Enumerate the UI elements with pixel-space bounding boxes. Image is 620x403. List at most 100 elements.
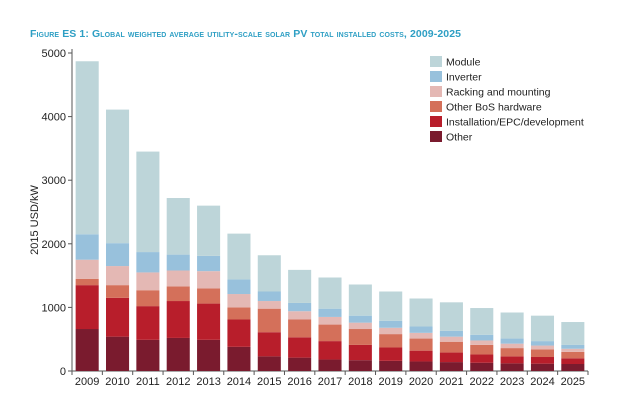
bar-segment-inverter-2016 <box>288 302 312 312</box>
bar-segment-inverter-2011 <box>136 252 160 273</box>
legend-swatch <box>430 116 442 127</box>
bar-segment-module-2009 <box>75 61 99 235</box>
bar-segment-module-2016 <box>288 269 312 303</box>
bar-segment-installation-epc-development-2013 <box>197 303 221 340</box>
legend-swatch <box>430 71 442 82</box>
bar-segment-other-2021 <box>439 362 463 371</box>
bar-segment-inverter-2023 <box>500 338 524 344</box>
bar-segment-other-bos-hardware-2016 <box>288 319 312 338</box>
bar-segment-module-2024 <box>530 315 555 342</box>
bar-segment-module-2023 <box>500 312 524 339</box>
bar-segment-inverter-2013 <box>197 255 221 272</box>
legend-label: Other <box>446 132 473 144</box>
bar-segment-module-2022 <box>470 308 494 335</box>
bar-segment-other-bos-hardware-2014 <box>227 307 251 320</box>
legend-label: Racking and mounting <box>446 87 551 99</box>
legend-label: Inverter <box>446 72 482 84</box>
x-tick-label: 2009 <box>75 376 99 388</box>
x-tick-label: 2020 <box>409 376 433 388</box>
bar-segment-other-bos-hardware-2015 <box>257 308 281 333</box>
legend-swatch <box>430 56 442 67</box>
legend-label: Module <box>446 57 481 69</box>
bars <box>75 61 585 371</box>
bar-segment-module-2014 <box>227 233 251 280</box>
bar-segment-other-bos-hardware-2019 <box>379 334 403 348</box>
legend-swatch <box>430 86 442 97</box>
bar-segment-other-2020 <box>409 361 433 371</box>
axes: 0 1000 2000 3000 4000 5000 2015 USD/kW 2009 2010… <box>29 48 589 388</box>
bar-segment-other-2025 <box>561 364 585 371</box>
bar-segment-racking-and-mounting-2023 <box>500 343 524 349</box>
legend-swatch <box>430 101 442 112</box>
bar-segment-inverter-2025 <box>561 344 585 349</box>
bar-segment-installation-epc-development-2022 <box>470 354 494 363</box>
bar-segment-racking-and-mounting-2014 <box>227 294 251 308</box>
bar-segment-racking-and-mounting-2022 <box>470 340 494 345</box>
bar-segment-other-2018 <box>348 360 372 371</box>
bar-segment-racking-and-mounting-2013 <box>197 271 221 289</box>
x-tick-label: 2017 <box>318 376 342 388</box>
bar-segment-installation-epc-development-2011 <box>136 306 160 340</box>
y-tick-label: 2000 <box>42 239 66 251</box>
bar-segment-installation-epc-development-2021 <box>439 352 463 363</box>
bar-segment-racking-and-mounting-2016 <box>288 311 312 320</box>
bar-segment-other-2010 <box>106 336 130 371</box>
bar-segment-racking-and-mounting-2024 <box>530 345 555 350</box>
bar-segment-racking-and-mounting-2025 <box>561 348 585 352</box>
bar-segment-other-2022 <box>470 362 494 371</box>
legend-swatch <box>430 131 442 142</box>
bar-segment-installation-epc-development-2020 <box>409 350 433 362</box>
bar-segment-module-2020 <box>409 298 433 327</box>
bar-segment-module-2015 <box>257 255 281 292</box>
x-tick-label: 2013 <box>196 376 220 388</box>
bar-segment-module-2018 <box>348 284 372 316</box>
bar-segment-installation-epc-development-2016 <box>288 337 312 358</box>
x-tick-label: 2022 <box>470 376 494 388</box>
bar-segment-other-bos-hardware-2011 <box>136 290 160 307</box>
bar-segment-installation-epc-development-2024 <box>530 357 555 364</box>
bar-segment-other-2014 <box>227 346 251 371</box>
bar-segment-other-bos-hardware-2018 <box>348 329 372 345</box>
bar-segment-other-bos-hardware-2012 <box>166 286 190 302</box>
bar-segment-installation-epc-development-2012 <box>166 301 190 338</box>
bar-segment-module-2011 <box>136 151 160 253</box>
y-tick-label: 3000 <box>42 175 66 187</box>
bar-segment-other-2013 <box>197 339 221 371</box>
bar-segment-other-bos-hardware-2024 <box>530 349 555 358</box>
bar-segment-inverter-2012 <box>166 254 190 271</box>
x-tick-label: 2015 <box>257 376 281 388</box>
bar-segment-other-bos-hardware-2023 <box>500 348 524 357</box>
bar-segment-module-2021 <box>439 302 463 331</box>
bar-segment-racking-and-mounting-2015 <box>257 301 281 309</box>
y-tick-label: 5000 <box>42 48 66 60</box>
bar-segment-module-2013 <box>197 205 221 256</box>
bar-segment-racking-and-mounting-2010 <box>106 266 130 286</box>
x-tick-label: 2021 <box>439 376 463 388</box>
bar-segment-other-2009 <box>75 329 99 371</box>
bar-segment-other-2024 <box>530 363 555 371</box>
bar-segment-racking-and-mounting-2012 <box>166 270 190 287</box>
bar-segment-other-bos-hardware-2010 <box>106 285 130 298</box>
bar-segment-installation-epc-development-2023 <box>500 356 524 364</box>
x-tick-label: 2023 <box>500 376 524 388</box>
bar-segment-installation-epc-development-2018 <box>348 344 372 361</box>
x-tick-label: 2010 <box>105 376 129 388</box>
bar-segment-other-2017 <box>318 359 342 371</box>
bar-segment-other-bos-hardware-2020 <box>409 338 433 351</box>
bar-segment-module-2012 <box>166 198 190 255</box>
bar-segment-other-2016 <box>288 357 312 371</box>
bar-segment-other-2012 <box>166 337 190 371</box>
bar-segment-inverter-2019 <box>379 320 403 328</box>
bar-segment-inverter-2010 <box>106 243 130 267</box>
legend-label: Other BoS hardware <box>446 102 542 114</box>
bar-segment-racking-and-mounting-2020 <box>409 332 433 339</box>
x-tick-label: 2012 <box>166 376 190 388</box>
bar-segment-inverter-2018 <box>348 315 372 323</box>
bar-segment-module-2010 <box>106 109 130 244</box>
bar-segment-other-2015 <box>257 356 281 371</box>
bar-segment-inverter-2024 <box>530 341 555 346</box>
x-tick-label: 2011 <box>136 376 160 388</box>
x-tick-label: 2019 <box>378 376 402 388</box>
bar-segment-inverter-2014 <box>227 279 251 295</box>
bar-segment-racking-and-mounting-2017 <box>318 316 342 325</box>
